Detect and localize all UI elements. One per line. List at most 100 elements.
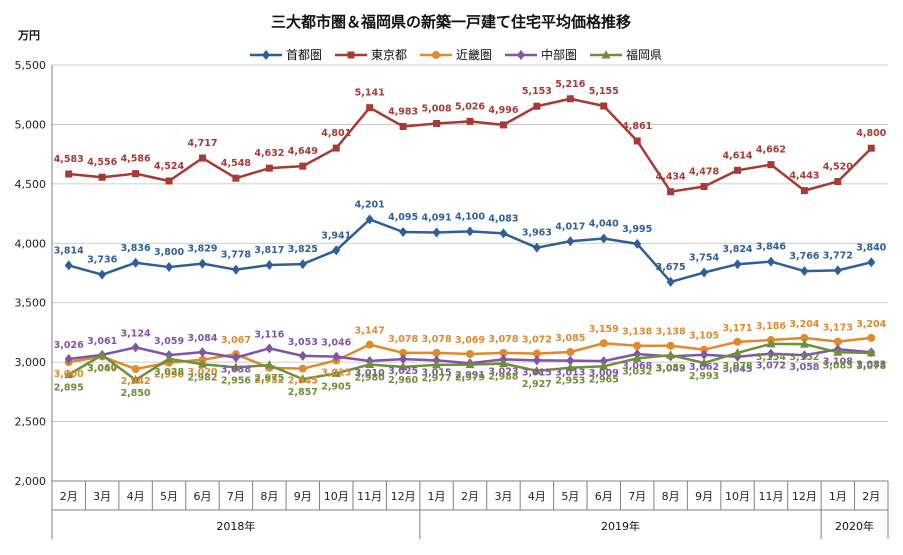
data-point <box>666 276 675 287</box>
y-tick-label: 5,000 <box>15 118 47 131</box>
x-tick-label: 2月 <box>60 490 78 503</box>
data-point <box>532 349 541 358</box>
data-point <box>700 345 709 354</box>
data-label: 2,942 <box>121 376 151 387</box>
data-label: 3,020 <box>187 367 217 378</box>
x-tick-label: 1月 <box>829 490 847 503</box>
data-label: 3,817 <box>254 245 284 256</box>
data-point <box>399 122 407 130</box>
data-label: 3,754 <box>689 253 719 264</box>
data-label: 3,675 <box>656 262 686 273</box>
x-tick-label: 11月 <box>357 490 382 503</box>
data-label: 3,766 <box>789 251 819 262</box>
data-label: 3,138 <box>622 327 652 338</box>
data-label: 2,977 <box>422 373 452 384</box>
data-label: 2,991 <box>455 370 485 381</box>
x-axis: 2月 3月 4月 5月 6月 7月 8月 9月 10月 11月 12月 1月 2月 3月 4月 5月 6月 7月 8… <box>51 480 889 539</box>
data-label: 5,141 <box>355 88 385 99</box>
data-label: 3,204 <box>789 319 819 330</box>
data-label: 2,895 <box>54 383 84 394</box>
data-point <box>517 50 525 60</box>
data-point <box>432 348 441 357</box>
data-label: 3,078 <box>722 361 752 372</box>
data-label: 3,058 <box>789 362 819 373</box>
data-point <box>299 162 307 170</box>
data-point <box>466 349 474 358</box>
data-label: 2,905 <box>321 381 351 392</box>
data-point <box>733 347 743 357</box>
data-point <box>633 137 641 145</box>
data-label: 3,015 <box>321 367 351 378</box>
data-label: 4,017 <box>555 221 585 232</box>
x-tick-label: 4月 <box>528 490 546 503</box>
x-tick-label: 11月 <box>758 490 783 503</box>
data-point <box>131 365 140 374</box>
data-label: 3,078 <box>488 334 518 345</box>
data-label: 4,649 <box>288 146 318 157</box>
data-point <box>231 352 240 363</box>
data-point <box>566 348 575 357</box>
data-label: 3,078 <box>388 334 418 345</box>
data-label: 2,975 <box>254 373 284 384</box>
series-lines <box>64 95 876 384</box>
data-point <box>198 347 207 358</box>
x-tick-label: 2月 <box>862 490 880 503</box>
x-tick-label: 12月 <box>792 490 817 503</box>
x-tick-label: 5月 <box>160 490 178 503</box>
data-point <box>165 177 173 185</box>
data-point <box>799 339 809 348</box>
data-label: 4,100 <box>455 211 485 222</box>
data-point <box>666 350 676 359</box>
data-point <box>64 260 73 271</box>
data-point <box>565 362 575 372</box>
data-label: 4,996 <box>488 105 518 116</box>
data-point <box>298 350 307 361</box>
data-point <box>232 174 240 182</box>
data-point <box>498 358 508 368</box>
year-label: 2019年 <box>601 519 640 533</box>
data-label: 3,032 <box>622 366 652 377</box>
data-label: 3,028 <box>154 367 184 378</box>
gridlines <box>52 64 888 482</box>
x-tick-label: 5月 <box>561 490 579 503</box>
data-label: 2,965 <box>589 374 619 385</box>
y-tick-label: 3,000 <box>15 356 47 369</box>
data-point <box>262 50 270 60</box>
data-label: 2,952 <box>254 375 284 386</box>
data-label: 4,556 <box>87 157 117 168</box>
x-tick-label: 2月 <box>461 490 479 503</box>
data-label: 4,095 <box>388 212 418 223</box>
data-label: 3,186 <box>756 321 786 332</box>
legend-label: 近畿圏 <box>456 48 492 62</box>
y-tick-label: 4,500 <box>15 178 47 191</box>
data-label: 3,015 <box>422 367 452 378</box>
data-label: 3,045 <box>722 364 752 375</box>
y-tick-label: 3,500 <box>15 297 47 310</box>
data-label: 3,147 <box>355 326 385 337</box>
data-label: 3,778 <box>221 250 251 261</box>
data-label: 3,116 <box>254 329 284 340</box>
data-label: 3,072 <box>756 361 786 372</box>
x-tick-label: 3月 <box>93 490 111 503</box>
data-label: 4,434 <box>656 172 686 183</box>
data-point <box>432 51 440 59</box>
data-point <box>833 347 843 356</box>
data-point <box>97 350 107 359</box>
x-tick-label: 3月 <box>494 490 512 503</box>
data-label: 4,083 <box>488 213 518 224</box>
data-point <box>800 266 809 277</box>
data-label: 4,201 <box>355 199 385 210</box>
data-point <box>399 348 408 357</box>
data-label: 3,026 <box>54 340 84 351</box>
data-point <box>265 343 274 354</box>
data-label: 3,941 <box>321 230 351 241</box>
data-point <box>766 256 775 267</box>
data-label: 4,801 <box>321 128 351 139</box>
data-label: 4,520 <box>823 161 853 172</box>
data-label: 5,153 <box>522 86 552 97</box>
data-label: 4,583 <box>54 154 84 165</box>
data-point <box>733 337 742 346</box>
data-point <box>599 356 608 367</box>
data-point <box>64 369 74 379</box>
data-point <box>532 355 541 366</box>
